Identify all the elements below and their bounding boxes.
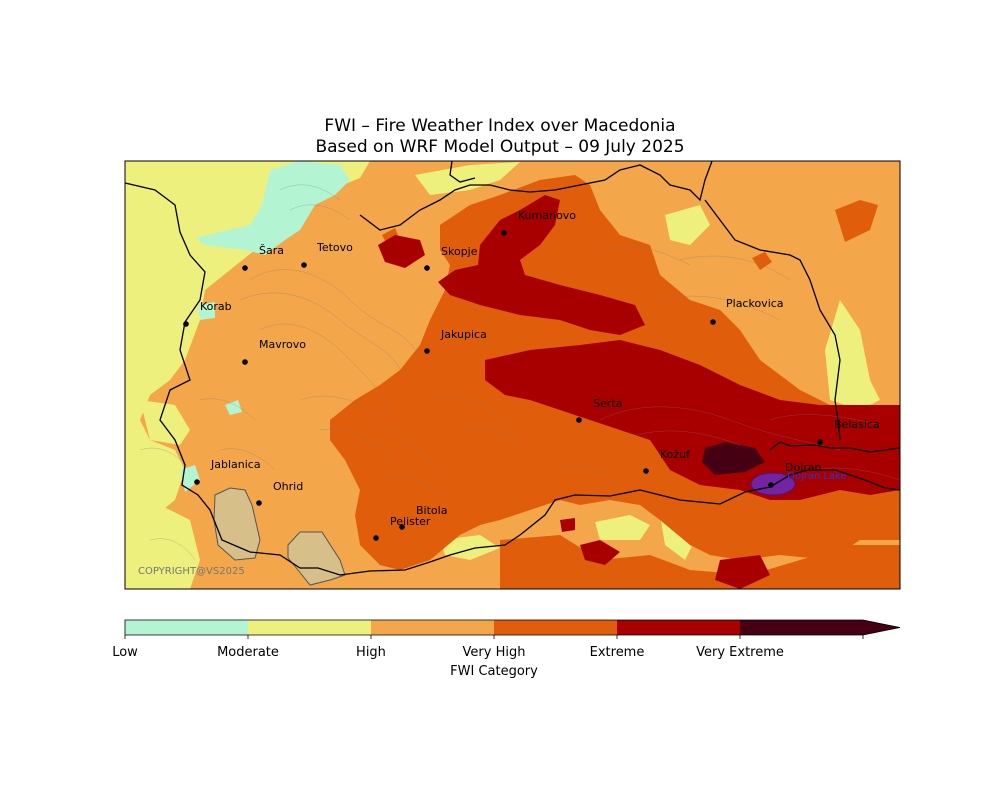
city-marker [399, 524, 405, 530]
colorbar-title: FWI Category [450, 664, 538, 679]
city-marker [373, 535, 379, 541]
city-label-pelister: Pelister [390, 515, 431, 528]
colorbar-swatch [617, 620, 740, 635]
city-marker [242, 359, 248, 365]
fwi-zones-extreme [378, 195, 900, 589]
city-label-jakupica: Jakupica [440, 328, 487, 341]
colorbar: Low Moderate High Very High Extreme Very Extr… [112, 619, 901, 660]
colorbar-outline [124, 619, 901, 636]
colorbar-swatch [125, 620, 248, 635]
fwi-zones-very-extreme [702, 442, 765, 475]
city-marker [301, 262, 307, 268]
city-marker [424, 265, 430, 271]
colorbar-tick-label: High [356, 645, 386, 660]
colorbar-extend-arrow [863, 620, 900, 635]
city-label-tetovo: Tetovo [316, 241, 353, 254]
country-border-northeast [704, 199, 841, 441]
colorbar-swatch [371, 620, 494, 635]
city-marker [242, 265, 248, 271]
city-markers: Kumanovo Šara Tetovo Skopje Korab Placko… [183, 209, 880, 541]
terrain-contours [139, 184, 900, 561]
city-label-dojran: Dojran [785, 461, 822, 474]
colorbar-tick-label: Low [112, 645, 138, 660]
city-marker [501, 230, 507, 236]
country-border-stub [449, 161, 476, 183]
copyright-text: COPYRIGHT@VS2025 [138, 566, 245, 577]
city-marker [768, 482, 774, 488]
country-border [125, 182, 900, 576]
city-label-serta: Serta [593, 397, 622, 410]
city-marker [817, 439, 823, 445]
city-label-bitola: Bitola [416, 504, 447, 517]
colorbar-tick-label: Very Extreme [696, 645, 784, 660]
city-label-ohrid: Ohrid [273, 480, 303, 493]
city-label-plackovica: Plackovica [726, 297, 784, 310]
city-label-skopje: Skopje [441, 245, 478, 258]
city-label-korab: Korab [200, 300, 232, 313]
city-marker [424, 348, 430, 354]
city-label-belasica: Belasica [834, 418, 880, 431]
fwi-map-area: Dojran Lake COPYRIGHT@VS2025 Kumanovo Ša… [125, 161, 900, 589]
city-label-kumanovo: Kumanovo [518, 209, 576, 222]
colorbar-tick-label: Very High [463, 645, 526, 660]
city-marker [576, 417, 582, 423]
city-label-mavrovo: Mavrovo [259, 338, 306, 351]
colorbar-swatch [248, 620, 371, 635]
country-border-north [359, 161, 713, 231]
fwi-zones-low [180, 161, 350, 492]
map-frame [124, 160, 901, 590]
map-title-line2: Based on WRF Model Output – 09 July 2025 [315, 137, 685, 157]
city-marker [183, 321, 189, 327]
city-marker [194, 479, 200, 485]
map-title-line1: FWI – Fire Weather Index over Macedonia [324, 116, 676, 136]
colorbar-swatch [494, 620, 617, 635]
colorbar-swatch [740, 620, 863, 635]
lake-dojran-label: Dojran Lake [787, 471, 847, 482]
city-marker [256, 500, 262, 506]
city-label-jablanica: Jablanica [210, 458, 261, 471]
colorbar-tick-label: Extreme [590, 645, 645, 660]
country-border-east [769, 441, 900, 453]
colorbar-tick-label: Moderate [217, 645, 279, 660]
city-label-kozuf: Kožuf [660, 448, 691, 461]
city-label-sara: Šara [259, 244, 284, 257]
city-marker [710, 319, 716, 325]
city-marker [643, 468, 649, 474]
